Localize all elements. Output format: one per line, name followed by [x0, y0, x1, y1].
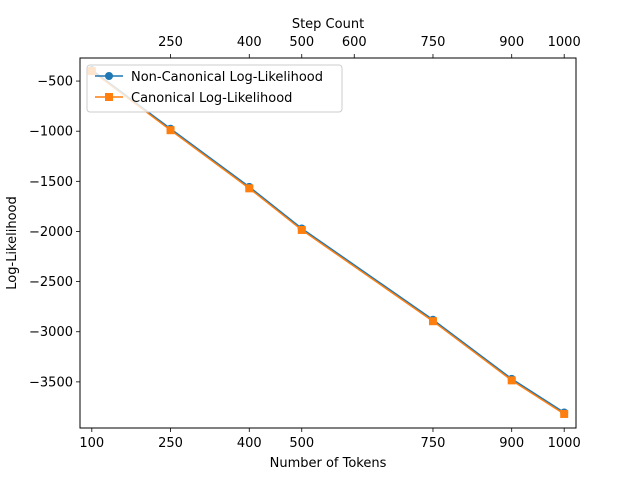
top-x-tick-label: 1000 — [548, 35, 581, 50]
top-x-tick-label: 400 — [237, 35, 262, 50]
y-tick-label: −500 — [37, 75, 73, 90]
legend-marker-circle-icon — [105, 72, 113, 80]
legend-label-non-canonical: Non-Canonical Log-Likelihood — [131, 70, 323, 85]
plot-frame — [79, 57, 577, 429]
legend-marker-square-icon — [105, 93, 113, 101]
legend: Non-Canonical Log-Likelihood Canonical L… — [86, 64, 343, 113]
top-x-tick-label: 750 — [421, 35, 446, 50]
x-tick-label: 400 — [237, 436, 262, 451]
top-x-tick-label: 900 — [499, 35, 524, 50]
top-x-tick-label: 500 — [289, 35, 314, 50]
y-axis-label: Log-Likelihood — [5, 196, 20, 289]
top-x-axis: 250 400 500 600 750 900 1000 — [158, 35, 581, 58]
y-tick-label: −1000 — [29, 125, 73, 140]
y-axis: −500 −1000 −1500 −2000 −2500 −3000 −3500 — [29, 75, 80, 390]
top-x-tick-label: 250 — [158, 35, 183, 50]
data-point — [166, 126, 175, 135]
x-tick-label: 500 — [289, 436, 314, 451]
series-non-canonical — [87, 66, 569, 417]
bottom-x-axis: 100 250 400 500 750 900 1000 — [79, 428, 581, 451]
data-point — [507, 376, 516, 385]
y-tick-label: −2000 — [29, 225, 73, 240]
top-x-axis-label: Step Count — [292, 17, 364, 32]
y-tick-label: −3000 — [29, 325, 73, 340]
x-axis-label: Number of Tokens — [270, 456, 387, 471]
x-tick-label: 100 — [79, 436, 104, 451]
y-tick-label: −1500 — [29, 175, 73, 190]
data-point — [245, 184, 254, 193]
legend-label-canonical: Canonical Log-Likelihood — [131, 91, 292, 106]
x-tick-label: 1000 — [548, 436, 581, 451]
top-x-tick-label: 600 — [342, 35, 367, 50]
x-tick-label: 900 — [499, 436, 524, 451]
y-tick-label: −2500 — [29, 275, 73, 290]
y-tick-label: −3500 — [29, 375, 73, 390]
series-line — [91, 69, 565, 414]
data-point — [560, 409, 569, 418]
legend-box — [86, 64, 343, 113]
data-point — [297, 225, 306, 234]
x-tick-label: 250 — [158, 436, 183, 451]
series-layer — [87, 66, 569, 418]
x-tick-label: 750 — [421, 436, 446, 451]
data-point — [428, 317, 437, 326]
series-canonical — [87, 67, 569, 418]
